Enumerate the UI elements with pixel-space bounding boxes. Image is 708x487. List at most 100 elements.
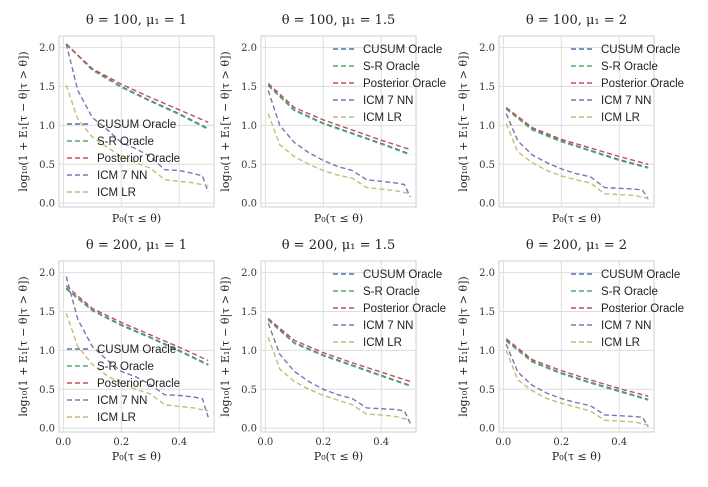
- y-tick-label: 1.0: [39, 346, 55, 357]
- x-tick-label: 0.0: [257, 437, 273, 448]
- series-line-icm-lr: [267, 113, 411, 195]
- y-tick-label: 0.0: [39, 199, 55, 210]
- x-tick-label: 0.4: [171, 437, 187, 448]
- legend-label: ICM LR: [601, 112, 640, 124]
- x-axis-label: P₀(τ ≤ θ): [552, 450, 601, 463]
- panel-3: 0.0 0.5 1.0 1.5 2.0 θ = 100, μ₁ = 2 P₀(τ ≤ θ) l…: [457, 13, 684, 225]
- panel-5: 0.0 0.5 1.0 1.5 2.0 0.0 0.2 0.4 θ = 200, μ₁ = 1.…: [219, 238, 446, 463]
- legend-label: Posterior Oracle: [97, 153, 180, 165]
- series-line-posterior-oracle: [505, 338, 649, 397]
- legend-label: Posterior Oracle: [601, 78, 684, 90]
- x-axis-label: P₀(τ ≤ θ): [112, 212, 161, 225]
- series-line-icm-lr: [267, 336, 411, 421]
- series-line-icm-7-nn: [505, 343, 649, 427]
- legend-label: CUSUM Oracle: [363, 269, 442, 281]
- x-tick-label: 0.2: [113, 437, 129, 448]
- legend-label: ICM LR: [363, 337, 402, 349]
- y-tick-label: 0.0: [479, 424, 495, 435]
- series-line-s-r-oracle: [267, 85, 411, 156]
- legend-label: Posterior Oracle: [601, 303, 684, 315]
- x-tick-label: 0.4: [373, 437, 389, 448]
- plot-area: [498, 260, 655, 433]
- series-line-s-r-oracle: [505, 340, 649, 401]
- y-tick-label: 0.5: [241, 385, 257, 396]
- legend-label: S-R Oracle: [601, 286, 658, 298]
- legend: CUSUM Oracle S-R Oracle Posterior Oracle IC…: [571, 269, 684, 349]
- plot-area: [260, 260, 417, 433]
- panel-title: θ = 100, μ₁ = 1: [86, 13, 187, 28]
- legend-label: ICM LR: [601, 337, 640, 349]
- legend-label: CUSUM Oracle: [363, 44, 442, 56]
- y-tick-label: 1.0: [479, 121, 495, 132]
- legend-label: ICM 7 NN: [97, 170, 147, 182]
- panel-1: 0.0 0.5 1.0 1.5 2.0 θ = 100, μ₁ = 1 P₀(τ ≤ θ) l…: [17, 13, 215, 225]
- x-tick-label: 0.2: [315, 437, 331, 448]
- panel-2: 0.0 0.5 1.0 1.5 2.0 θ = 100, μ₁ = 1.5 P₀(τ ≤ θ…: [219, 13, 446, 225]
- y-tick-label: 2.0: [241, 268, 257, 279]
- legend-label: S-R Oracle: [363, 286, 420, 298]
- y-axis-label: log₁₀(1 + E₁[τ − θ|τ > θ]): [219, 51, 233, 191]
- x-tick-label: 0.4: [611, 437, 627, 448]
- y-axis-label: log₁₀(1 + E₁[τ − θ|τ > θ]): [17, 276, 31, 416]
- y-tick-label: 1.0: [241, 346, 257, 357]
- legend-label: ICM LR: [363, 112, 402, 124]
- series-line-icm-7-nn: [65, 43, 209, 193]
- y-tick-label: 0.5: [39, 385, 55, 396]
- y-tick-label: 0.5: [241, 160, 257, 171]
- legend-label: ICM 7 NN: [363, 95, 413, 107]
- y-tick-label: 2.0: [241, 43, 257, 54]
- series-line-icm-lr: [505, 350, 649, 426]
- x-axis-label: P₀(τ ≤ θ): [314, 212, 363, 225]
- panel-title: θ = 200, μ₁ = 1.5: [282, 238, 396, 253]
- y-tick-label: 1.5: [479, 82, 495, 93]
- legend-label: CUSUM Oracle: [97, 119, 176, 131]
- y-tick-label: 0.5: [39, 160, 55, 171]
- x-axis-label: P₀(τ ≤ θ): [314, 450, 363, 463]
- series-line-cusum-oracle: [65, 43, 209, 130]
- legend: CUSUM Oracle S-R Oracle Posterior Oracle IC…: [67, 119, 180, 199]
- series-line-s-r-oracle: [65, 288, 209, 366]
- legend: CUSUM Oracle S-R Oracle Posterior Oracle IC…: [67, 344, 180, 424]
- x-tick-label: 0.0: [55, 437, 71, 448]
- x-axis-label: P₀(τ ≤ θ): [552, 212, 601, 225]
- panel-title: θ = 200, μ₁ = 2: [526, 238, 627, 253]
- plot-area: [498, 35, 655, 208]
- series-line-s-r-oracle: [267, 319, 411, 387]
- series-line-posterior-oracle: [267, 82, 411, 151]
- legend-label: S-R Oracle: [601, 61, 658, 73]
- legend-label: ICM LR: [97, 412, 136, 424]
- legend-label: ICM 7 NN: [97, 395, 147, 407]
- series-line-icm-7-nn: [267, 322, 411, 424]
- legend-label: S-R Oracle: [97, 136, 154, 148]
- x-tick-label: 0.2: [553, 437, 569, 448]
- y-tick-label: 2.0: [39, 268, 55, 279]
- y-tick-label: 0.0: [241, 424, 257, 435]
- x-tick-label: 0.0: [495, 437, 511, 448]
- legend-label: S-R Oracle: [363, 61, 420, 73]
- legend: CUSUM Oracle S-R Oracle Posterior Oracle IC…: [333, 269, 446, 349]
- plot-area: [58, 35, 215, 208]
- y-tick-label: 0.5: [479, 385, 495, 396]
- y-tick-label: 2.0: [39, 43, 55, 54]
- y-tick-label: 1.5: [479, 307, 495, 318]
- legend: CUSUM Oracle S-R Oracle Posterior Oracle IC…: [571, 44, 684, 124]
- legend-label: CUSUM Oracle: [601, 269, 680, 281]
- y-tick-label: 0.0: [479, 199, 495, 210]
- legend-label: ICM 7 NN: [363, 320, 413, 332]
- series-line-icm-lr: [505, 123, 649, 200]
- legend-label: ICM LR: [97, 187, 136, 199]
- plot-area: [58, 260, 215, 433]
- y-tick-label: 1.5: [39, 307, 55, 318]
- y-tick-label: 1.5: [39, 82, 55, 93]
- y-tick-label: 1.5: [241, 82, 257, 93]
- y-tick-label: 1.0: [241, 121, 257, 132]
- y-tick-label: 1.0: [39, 121, 55, 132]
- y-tick-label: 0.0: [39, 424, 55, 435]
- legend-label: ICM 7 NN: [601, 95, 651, 107]
- legend-label: Posterior Oracle: [363, 303, 446, 315]
- panel-6: 0.0 0.5 1.0 1.5 2.0 0.0 0.2 0.4 θ = 200, μ₁ = 2 P…: [457, 238, 684, 463]
- series-line-icm-7-nn: [267, 90, 411, 198]
- panel-4: 0.0 0.5 1.0 1.5 2.0 0.0 0.2 0.4 θ = 200, μ₁ = 1 P…: [17, 238, 215, 463]
- legend-label: ICM 7 NN: [601, 320, 651, 332]
